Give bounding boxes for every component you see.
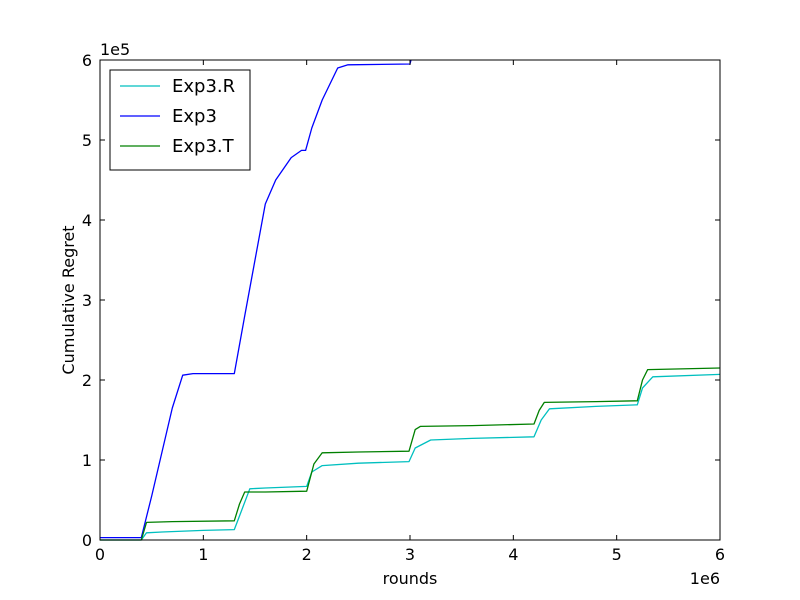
series-line-exp3-r	[100, 373, 721, 541]
x-tick-label: 1	[198, 545, 208, 564]
y-tick-label: 4	[82, 211, 92, 230]
legend-label: Exp3.R	[172, 76, 235, 97]
y-tick-label: 1	[82, 451, 92, 470]
x-multiplier-label: 1e6	[690, 569, 720, 588]
y-tick-label: 3	[82, 291, 92, 310]
x-tick-label: 5	[612, 545, 622, 564]
x-tick-label: 3	[405, 545, 415, 564]
series-line-exp3	[100, 59, 412, 539]
y-tick-label: 2	[82, 371, 92, 390]
legend-label: Exp3	[172, 106, 217, 127]
ticks-layer: 0 1 2 3 4 5 6 0 1 2 3 4 5 6	[82, 51, 725, 564]
legend-label: Exp3.T	[172, 136, 235, 157]
legend: Exp3.R Exp3 Exp3.T	[109, 69, 251, 171]
series-line-exp3-t	[100, 367, 721, 541]
y-tick-label: 0	[82, 531, 92, 550]
legend-box	[109, 69, 251, 171]
x-axis-label: rounds	[383, 569, 438, 588]
x-tick-label: 4	[508, 545, 518, 564]
x-tick-label: 0	[95, 545, 105, 564]
series-layer	[100, 59, 721, 541]
y-tick-label: 5	[82, 131, 92, 150]
y-tick-label: 6	[82, 51, 92, 70]
x-tick-label: 6	[715, 545, 725, 564]
y-axis-label: Cumulative Regret	[59, 225, 78, 374]
y-multiplier-label: 1e5	[100, 40, 130, 59]
x-tick-label: 2	[302, 545, 312, 564]
